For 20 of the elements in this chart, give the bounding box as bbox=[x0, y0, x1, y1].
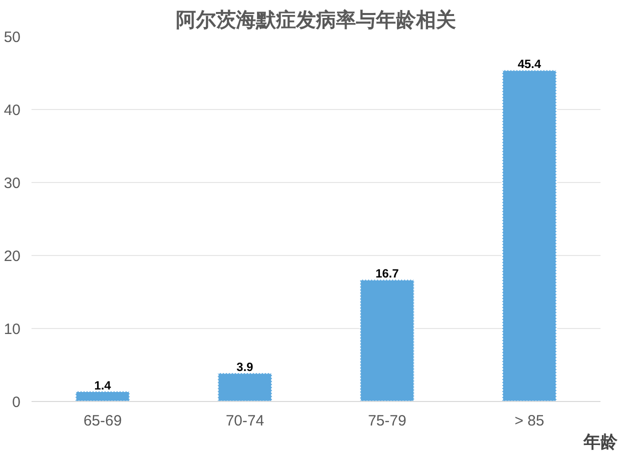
data-label: 16.7 bbox=[375, 266, 400, 281]
x-tick-label: > 85 bbox=[514, 412, 544, 430]
y-tick-label: 20 bbox=[4, 248, 21, 265]
x-tick-label: 75-79 bbox=[368, 412, 406, 430]
data-label: 45.4 bbox=[518, 57, 542, 72]
data-label: 1.4 bbox=[94, 378, 112, 392]
bar bbox=[74, 390, 130, 402]
bar bbox=[359, 278, 415, 402]
y-tick-label: 50 bbox=[4, 29, 21, 46]
x-axis-title: 年龄 bbox=[582, 432, 618, 452]
data-label: 3.9 bbox=[236, 360, 254, 374]
bar bbox=[502, 69, 558, 402]
y-tick-label: 30 bbox=[4, 175, 21, 192]
bar bbox=[217, 372, 273, 402]
y-tick-label: 40 bbox=[4, 102, 21, 119]
x-tick-label: 70-74 bbox=[226, 412, 264, 430]
chart-title: 阿尔茨海默症发病率与年龄相关 bbox=[176, 8, 456, 32]
y-tick-label: 0 bbox=[12, 394, 20, 411]
x-tick-label: 65-69 bbox=[83, 412, 122, 430]
y-tick-label: 10 bbox=[4, 321, 21, 338]
